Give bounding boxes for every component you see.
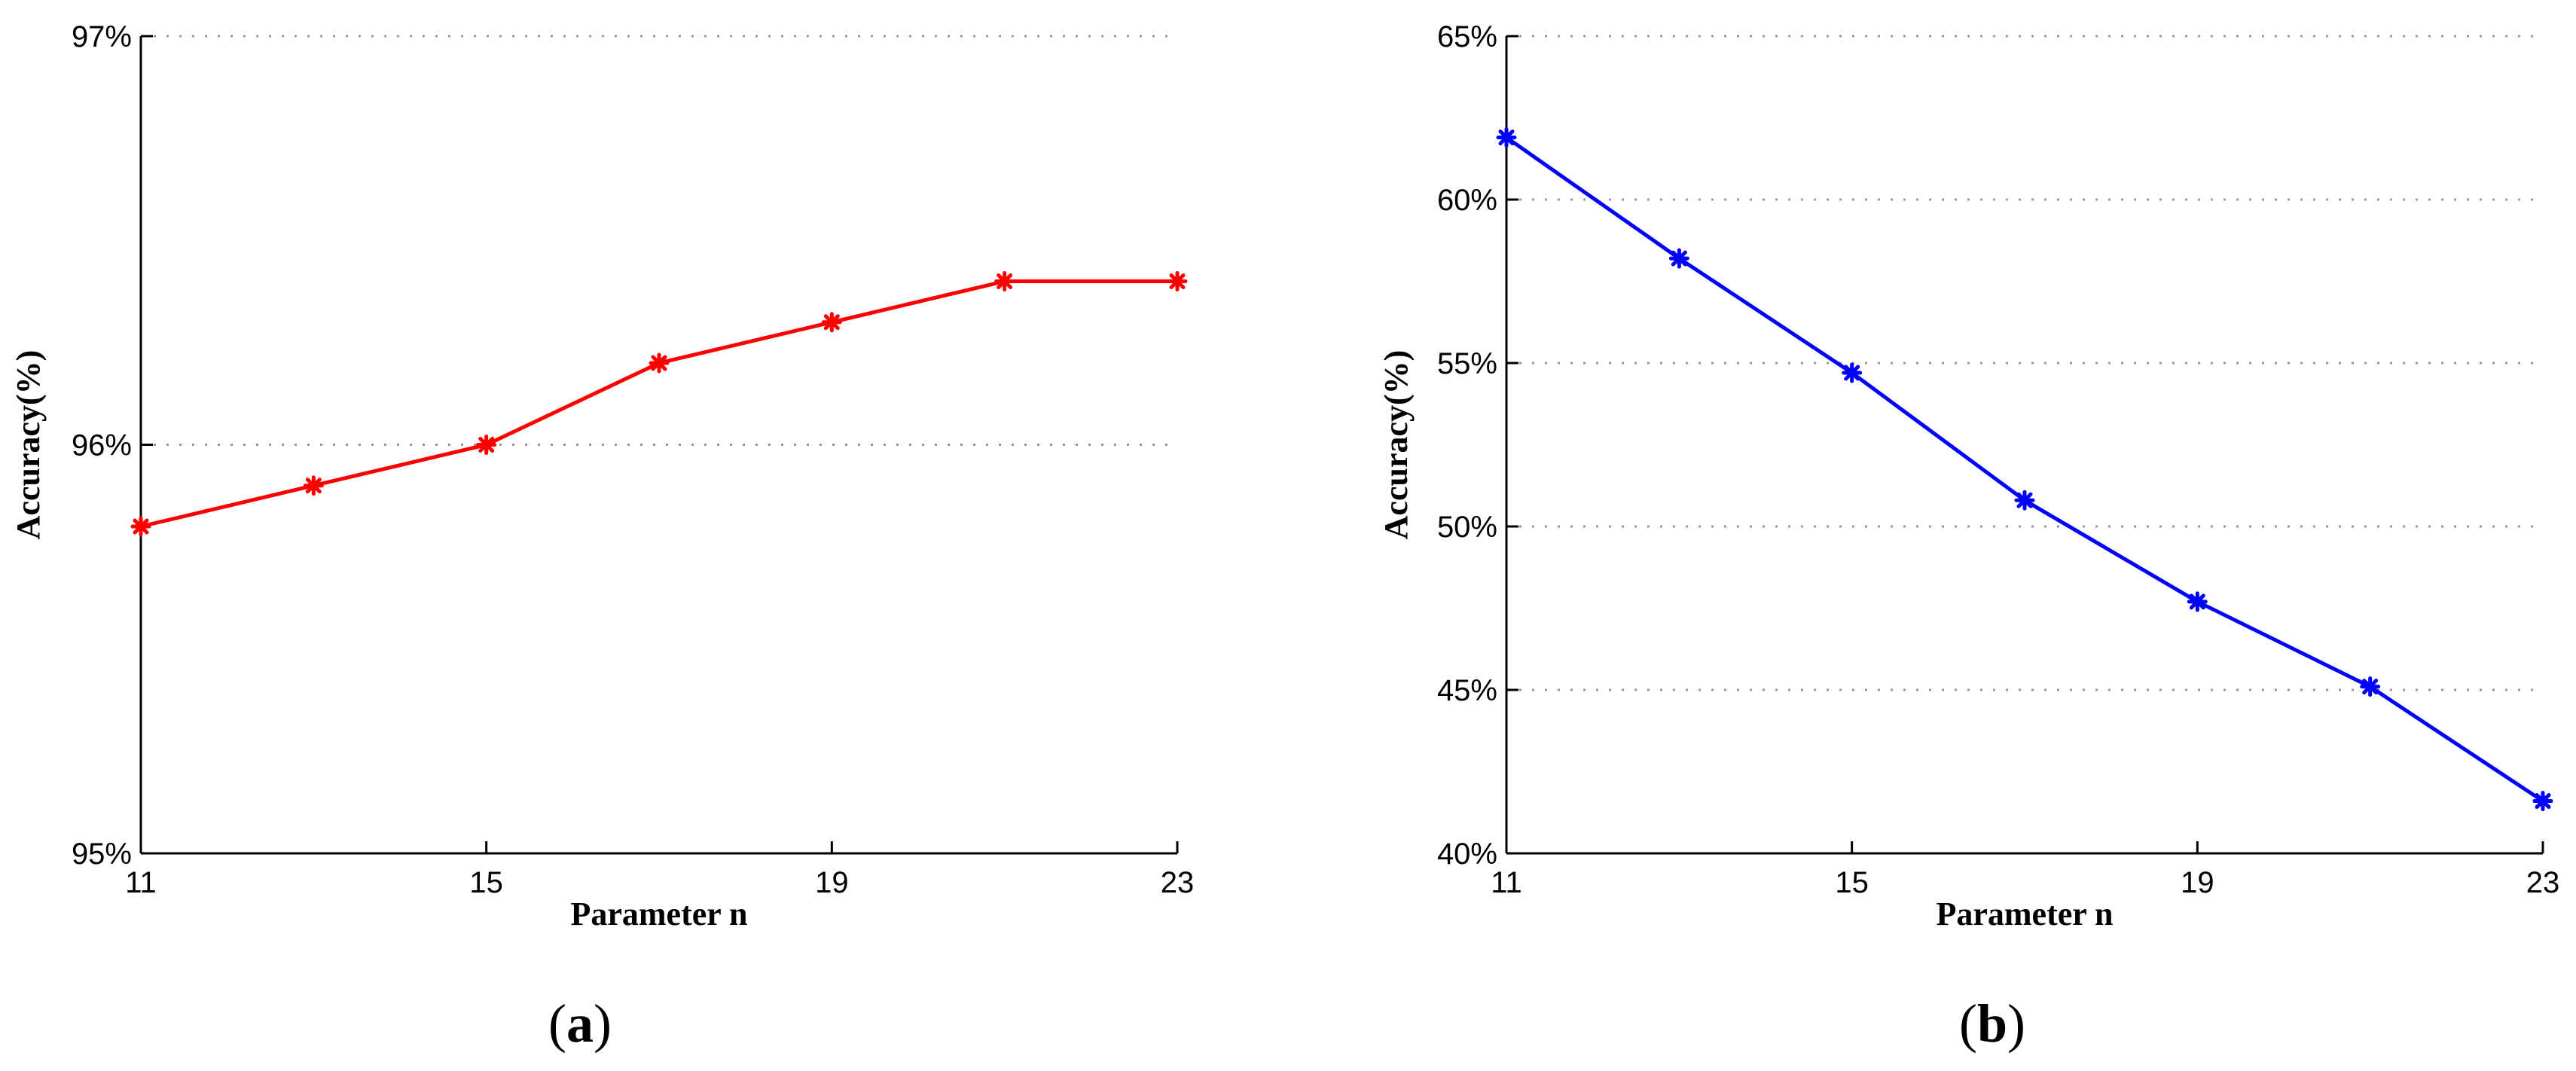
y-axis-title-b: Accuracy(%) bbox=[1378, 350, 1415, 540]
data-point-stroke-b-5-3 bbox=[2362, 679, 2379, 695]
data-point-stroke-a-6-3 bbox=[1169, 273, 1186, 289]
data-point-b-4 bbox=[2187, 591, 2208, 612]
panel-label-letter: b bbox=[1977, 993, 2007, 1054]
panel-label-close-paren: ) bbox=[594, 993, 612, 1054]
x-tick-label-a-1: 15 bbox=[469, 866, 503, 899]
data-point-stroke-a-1-3 bbox=[305, 478, 322, 494]
data-point-stroke-a-2-3 bbox=[478, 437, 495, 453]
data-point-a-3 bbox=[649, 352, 670, 374]
series-line-a-0 bbox=[140, 279, 1177, 529]
data-point-b-0 bbox=[1496, 127, 1517, 148]
y-tick-label-a-2: 97% bbox=[72, 20, 132, 53]
panel-label-b: (b) bbox=[1959, 993, 2025, 1054]
chart-a: 95% 96% 97% 11 15 19 23 Parameter n Accuracy(%) (… bbox=[10, 20, 1194, 1054]
data-point-stroke-b-1-3 bbox=[1671, 250, 1687, 267]
data-point-b-5 bbox=[2360, 676, 2381, 697]
data-point-stroke-b-0-3 bbox=[1498, 130, 1515, 146]
panel-label-open-paren: ( bbox=[548, 993, 566, 1054]
y-tick-label-b-5: 65% bbox=[1437, 20, 1497, 53]
data-point-b-6 bbox=[2532, 791, 2553, 812]
y-tick-label-a-0: 95% bbox=[72, 838, 132, 871]
data-point-stroke-b-2-3 bbox=[1844, 365, 1860, 381]
x-tick-label-b-2: 19 bbox=[2181, 866, 2214, 899]
data-point-stroke-b-3-3 bbox=[2016, 492, 2033, 508]
x-axis-title-a: Parameter n bbox=[571, 896, 748, 932]
x-tick-label-a-2: 19 bbox=[815, 866, 849, 899]
data-point-a-0 bbox=[130, 516, 151, 537]
y-tick-label-b-3: 55% bbox=[1437, 347, 1497, 380]
data-point-a-4 bbox=[821, 312, 842, 333]
panel-label-open-paren: ( bbox=[1959, 993, 1977, 1054]
data-point-b-2 bbox=[1842, 362, 1863, 383]
data-point-a-6 bbox=[1167, 271, 1188, 291]
x-axis-title-b: Parameter n bbox=[1937, 896, 2114, 932]
panel-label-a: (a) bbox=[548, 993, 612, 1054]
x-tick-label-b-3: 23 bbox=[2526, 866, 2560, 899]
data-point-stroke-a-5-3 bbox=[997, 273, 1013, 289]
chart-b: 40% 45% 50% 55% 60% 65% 11 15 19 23 Parameter n Acc… bbox=[1378, 20, 2559, 1054]
data-point-a-2 bbox=[476, 435, 497, 455]
data-point-b-3 bbox=[2014, 490, 2035, 511]
data-point-a-5 bbox=[994, 271, 1015, 291]
y-tick-label-b-4: 60% bbox=[1437, 184, 1497, 217]
data-point-stroke-a-3-3 bbox=[651, 355, 667, 371]
y-tick-label-b-2: 50% bbox=[1437, 511, 1497, 544]
x-tick-label-b-1: 15 bbox=[1835, 866, 1869, 899]
data-point-stroke-a-4-3 bbox=[823, 314, 840, 331]
x-tick-label-a-3: 23 bbox=[1161, 866, 1195, 899]
y-tick-label-b-1: 45% bbox=[1437, 674, 1497, 707]
y-tick-label-b-0: 40% bbox=[1437, 838, 1497, 871]
y-tick-label-a-1: 96% bbox=[72, 429, 132, 462]
data-point-a-1 bbox=[303, 475, 324, 496]
data-point-stroke-b-6-3 bbox=[2535, 793, 2551, 810]
y-axis-title-a: Accuracy(%) bbox=[10, 350, 47, 540]
data-point-stroke-b-4-3 bbox=[2189, 593, 2205, 610]
x-tick-label-b-0: 11 bbox=[1491, 866, 1522, 899]
x-tick-label-a-0: 11 bbox=[125, 866, 157, 899]
panel-label-letter: a bbox=[566, 993, 594, 1054]
series-line-b-0 bbox=[1505, 136, 2544, 803]
data-point-b-1 bbox=[1668, 248, 1689, 269]
data-point-stroke-a-0-3 bbox=[133, 518, 149, 535]
panel-label-close-paren: ) bbox=[2007, 993, 2025, 1054]
